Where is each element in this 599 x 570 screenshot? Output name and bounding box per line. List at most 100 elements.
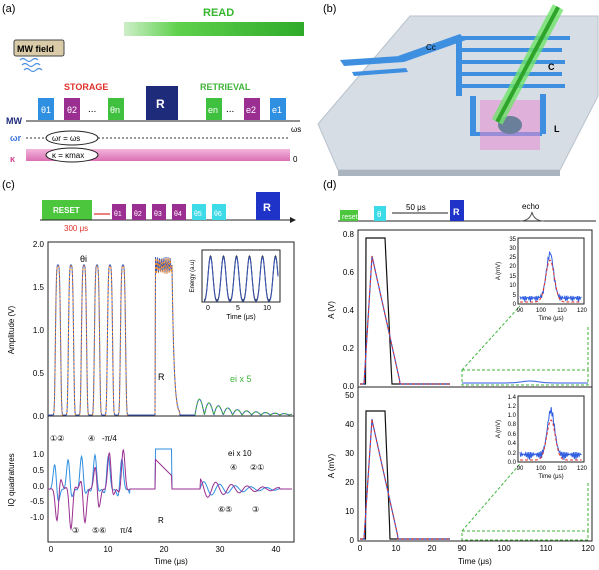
d-bot-black [360,410,450,540]
plot-c-xlabel: Time (μs) [154,557,188,566]
zero-label: 0 [293,155,298,164]
r-pulse-d [450,200,464,221]
inset-d-top-xtick-1: 100 [536,308,547,314]
inset-d-bot-ytick-5: 1.0 [508,413,517,419]
ytick-d-bot-5: 50 [345,391,354,400]
trace-amplitude [48,256,293,416]
inset-d-bot-frame [517,395,585,463]
panel-d: (d) reset θ 50 μs R echo A (V) 0.0 0.2 0… [323,179,596,566]
inset-d-bot-ylabel: A (mV) [496,420,502,438]
ytick-c-bot-1: -0.5 [30,497,44,506]
omega-s-label: ωs [291,125,301,134]
ytick-c-top-4: 2.0 [33,240,45,249]
delay-label-c: 300 μs [64,224,88,233]
pulse-c-5-label: θ5 [194,211,202,218]
plot-c-xticks: 0 10 20 30 40 [49,545,281,554]
trace-amplitude-fit [48,257,181,417]
plot-d-bottom-traces [360,410,450,540]
reset-label: RESET [53,206,80,215]
theta-label-d: θ [377,210,382,219]
inset-c-xlabel: Time (μs) [226,314,255,321]
label-cc: Cc [426,43,436,52]
ytick-d-bot-1: 10 [345,507,354,516]
mw-field-box [13,39,65,57]
pulse-r [146,86,178,120]
ytick-c-bot-2: 0.0 [33,482,45,491]
phase-labels: ①② ④ -π/4 ③ ⑤⑥ π/4 R ei x 10 ④ ②① ⑥⑤ ③ [50,434,264,535]
d-top-red [360,255,450,385]
inset-d-top-ytick-5: 25 [509,255,516,261]
omega-eq-label: ωr = ωs [52,134,80,143]
phase-label-6: R [158,516,164,525]
ytick-d-bot-0: 0 [350,536,355,545]
echo-label-c-top: ei x 5 [230,374,252,384]
pulse-theta1-label: θ1 [41,105,51,115]
read-bar [124,22,304,36]
phase-label-2: -π/4 [102,434,117,443]
pulse-theta2 [64,98,80,120]
d-top-echo [462,380,588,384]
plot-d-bottom-ylabel: A (mV) [327,453,336,478]
pulse-c-r [256,192,280,220]
echo-shape-d [519,211,545,222]
ytick-c-top-2: 1.0 [33,326,45,335]
delay-label-d: 50 μs [406,203,426,212]
xtick-c-1: 10 [104,545,113,554]
xtick-c-3: 30 [216,545,225,554]
inset-d-bot-xtick-1: 100 [536,466,547,472]
xtick-d-3: 90 [458,544,467,553]
trace-i-quadrature [47,448,292,503]
phase-label-10: ⑥⑤ [218,505,232,514]
panel-label-a: (a) [2,3,15,15]
panel-b: (b) Cc C L [317,3,599,176]
pulse-e2 [244,98,260,120]
pulse-c-3 [152,204,166,220]
pulse-c-6 [212,204,226,220]
theta-pulse-d [374,206,386,221]
reset-label-d: reset [342,214,358,221]
inset-d-top-xticks: 90 100 110 120 [517,308,588,314]
xtick-d-5: 110 [540,544,553,553]
row-label-mw: MW [6,116,22,126]
r-mark-c-top: R [158,372,165,382]
pulse-c-5 [192,204,206,220]
plot-d-top-yticks: 0.0 0.2 0.4 0.6 0.8 [343,230,355,391]
pulse-c-1-label: θ1 [114,211,122,218]
xtick-d-4: 100 [497,544,511,553]
plot-d-top-traces [360,237,588,385]
pulse-c-2-label: θ2 [134,211,142,218]
ytick-c-bot-4: 1.0 [33,450,45,459]
plot-d-xlabel: Time (μs) [458,557,492,566]
inset-d-bot-red [520,419,582,461]
inset-c-traces [204,255,279,302]
inset-d-bot-xtick-2: 110 [557,466,567,472]
inset-d-top-ytick-1: 5 [513,293,517,299]
trace-q-quadrature [48,449,292,531]
plot-c-top-traces [48,256,293,417]
phase-label-4: ⑤⑥ [92,526,106,535]
inset-c-xtick-0: 0 [206,305,210,312]
pulse-c-3-label: θ3 [154,211,162,218]
pulse-c-2 [132,204,146,220]
inset-d-bot-yticks: 0.0 0.2 0.4 0.6 0.8 1.0 1.2 1.4 [508,395,517,466]
phase-label-5: π/4 [120,526,133,535]
pulse-theta1 [38,98,54,120]
pulse-r-label: R [156,97,165,111]
inset-d-top-ytick-2: 10 [509,283,516,289]
inset-d-top-blue [519,251,582,302]
panel-label-b: (b) [323,3,336,15]
panel-label-d: (d) [323,179,336,191]
kappa-eq-label: κ = κmax [52,151,84,160]
r-label-d: R [453,207,460,217]
ytick-d-bot-2: 20 [345,478,354,487]
label-l: L [554,124,560,134]
inset-c-xtick-2: 10 [263,305,271,312]
d-bot-red [360,418,450,540]
zoom-region-d-bot [461,530,589,541]
xtick-d-2: 20 [428,544,437,553]
pulse-e1-label: e1 [272,105,282,115]
phase-label-0: ①② [50,434,64,443]
inset-d-bot-ytick-4: 0.8 [508,422,517,428]
plot-d-top-ylabel: A (V) [327,301,336,319]
xtick-c-2: 20 [160,545,169,554]
